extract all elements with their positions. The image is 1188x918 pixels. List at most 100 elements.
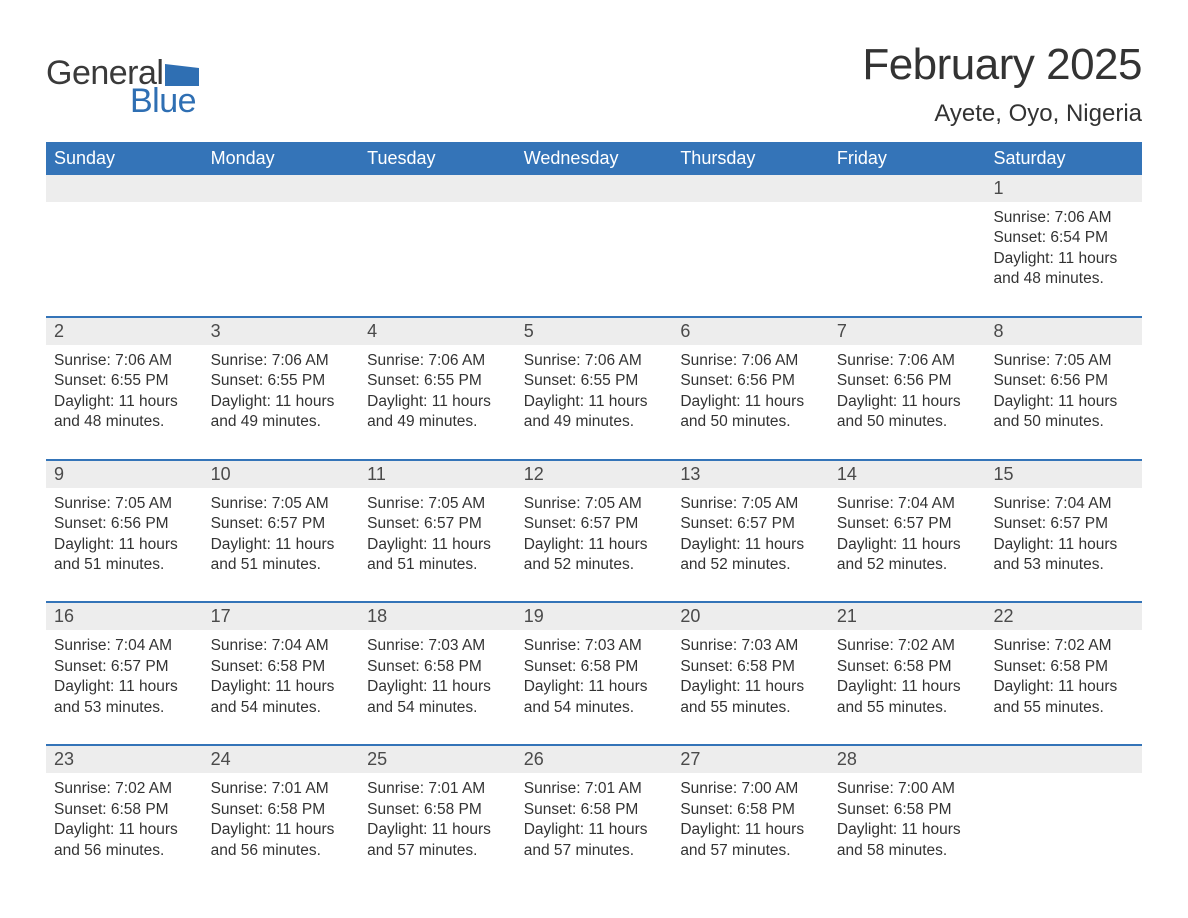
day-number: 18 bbox=[359, 603, 516, 630]
day-number: 13 bbox=[672, 461, 829, 488]
calendar-day bbox=[985, 746, 1142, 871]
day-details: Sunrise: 7:05 AMSunset: 6:57 PMDaylight:… bbox=[516, 488, 665, 576]
day-details: Sunrise: 7:00 AMSunset: 6:58 PMDaylight:… bbox=[672, 773, 821, 861]
day-number: 24 bbox=[203, 746, 360, 773]
calendar-day bbox=[203, 175, 360, 300]
day-number: 28 bbox=[829, 746, 986, 773]
day-number bbox=[672, 175, 829, 202]
day-details: Sunrise: 7:06 AMSunset: 6:55 PMDaylight:… bbox=[359, 345, 508, 433]
logo: General Blue bbox=[46, 40, 199, 118]
calendar-day: 12Sunrise: 7:05 AMSunset: 6:57 PMDayligh… bbox=[516, 461, 673, 586]
calendar-week: 2Sunrise: 7:06 AMSunset: 6:55 PMDaylight… bbox=[46, 316, 1142, 443]
calendar-day: 20Sunrise: 7:03 AMSunset: 6:58 PMDayligh… bbox=[672, 603, 829, 728]
calendar-day: 28Sunrise: 7:00 AMSunset: 6:58 PMDayligh… bbox=[829, 746, 986, 871]
calendar-day: 14Sunrise: 7:04 AMSunset: 6:57 PMDayligh… bbox=[829, 461, 986, 586]
calendar-week: 16Sunrise: 7:04 AMSunset: 6:57 PMDayligh… bbox=[46, 601, 1142, 728]
day-number: 25 bbox=[359, 746, 516, 773]
weeks-container: 1Sunrise: 7:06 AMSunset: 6:54 PMDaylight… bbox=[46, 175, 1142, 871]
dow-cell: Sunday bbox=[46, 142, 203, 175]
calendar-week: 1Sunrise: 7:06 AMSunset: 6:54 PMDaylight… bbox=[46, 175, 1142, 300]
day-number: 26 bbox=[516, 746, 673, 773]
day-number bbox=[516, 175, 673, 202]
month-title: February 2025 bbox=[862, 40, 1142, 90]
day-number: 17 bbox=[203, 603, 360, 630]
dow-cell: Monday bbox=[203, 142, 360, 175]
calendar-day: 15Sunrise: 7:04 AMSunset: 6:57 PMDayligh… bbox=[985, 461, 1142, 586]
day-number: 2 bbox=[46, 318, 203, 345]
day-details: Sunrise: 7:03 AMSunset: 6:58 PMDaylight:… bbox=[359, 630, 508, 718]
day-number: 4 bbox=[359, 318, 516, 345]
location-label: Ayete, Oyo, Nigeria bbox=[862, 100, 1142, 128]
page-header: General Blue February 2025 Ayete, Oyo, N… bbox=[46, 40, 1142, 128]
day-number: 9 bbox=[46, 461, 203, 488]
day-details: Sunrise: 7:02 AMSunset: 6:58 PMDaylight:… bbox=[985, 630, 1134, 718]
calendar-day: 6Sunrise: 7:06 AMSunset: 6:56 PMDaylight… bbox=[672, 318, 829, 443]
calendar-day bbox=[359, 175, 516, 300]
day-number bbox=[985, 746, 1142, 773]
calendar-day: 26Sunrise: 7:01 AMSunset: 6:58 PMDayligh… bbox=[516, 746, 673, 871]
day-number: 21 bbox=[829, 603, 986, 630]
day-details: Sunrise: 7:06 AMSunset: 6:55 PMDaylight:… bbox=[203, 345, 352, 433]
dow-cell: Saturday bbox=[985, 142, 1142, 175]
day-number bbox=[203, 175, 360, 202]
title-block: February 2025 Ayete, Oyo, Nigeria bbox=[862, 40, 1142, 128]
day-number: 22 bbox=[985, 603, 1142, 630]
calendar-day: 11Sunrise: 7:05 AMSunset: 6:57 PMDayligh… bbox=[359, 461, 516, 586]
day-number: 16 bbox=[46, 603, 203, 630]
day-details: Sunrise: 7:05 AMSunset: 6:57 PMDaylight:… bbox=[203, 488, 352, 576]
calendar-day: 5Sunrise: 7:06 AMSunset: 6:55 PMDaylight… bbox=[516, 318, 673, 443]
day-details: Sunrise: 7:04 AMSunset: 6:57 PMDaylight:… bbox=[829, 488, 978, 576]
day-number: 10 bbox=[203, 461, 360, 488]
calendar-page: General Blue February 2025 Ayete, Oyo, N… bbox=[0, 0, 1188, 901]
day-details: Sunrise: 7:00 AMSunset: 6:58 PMDaylight:… bbox=[829, 773, 978, 861]
calendar-day: 16Sunrise: 7:04 AMSunset: 6:57 PMDayligh… bbox=[46, 603, 203, 728]
dow-cell: Tuesday bbox=[359, 142, 516, 175]
calendar-day: 19Sunrise: 7:03 AMSunset: 6:58 PMDayligh… bbox=[516, 603, 673, 728]
day-number bbox=[829, 175, 986, 202]
day-number: 12 bbox=[516, 461, 673, 488]
day-number: 23 bbox=[46, 746, 203, 773]
day-details: Sunrise: 7:06 AMSunset: 6:55 PMDaylight:… bbox=[516, 345, 665, 433]
calendar-day: 3Sunrise: 7:06 AMSunset: 6:55 PMDaylight… bbox=[203, 318, 360, 443]
calendar-day: 24Sunrise: 7:01 AMSunset: 6:58 PMDayligh… bbox=[203, 746, 360, 871]
day-details: Sunrise: 7:05 AMSunset: 6:57 PMDaylight:… bbox=[672, 488, 821, 576]
day-number: 1 bbox=[985, 175, 1142, 202]
day-details: Sunrise: 7:01 AMSunset: 6:58 PMDaylight:… bbox=[359, 773, 508, 861]
calendar-day: 8Sunrise: 7:05 AMSunset: 6:56 PMDaylight… bbox=[985, 318, 1142, 443]
day-details: Sunrise: 7:06 AMSunset: 6:55 PMDaylight:… bbox=[46, 345, 195, 433]
day-details: Sunrise: 7:03 AMSunset: 6:58 PMDaylight:… bbox=[516, 630, 665, 718]
day-details: Sunrise: 7:04 AMSunset: 6:57 PMDaylight:… bbox=[46, 630, 195, 718]
calendar-day: 2Sunrise: 7:06 AMSunset: 6:55 PMDaylight… bbox=[46, 318, 203, 443]
day-number: 15 bbox=[985, 461, 1142, 488]
calendar-day: 22Sunrise: 7:02 AMSunset: 6:58 PMDayligh… bbox=[985, 603, 1142, 728]
dow-cell: Thursday bbox=[672, 142, 829, 175]
calendar-day: 7Sunrise: 7:06 AMSunset: 6:56 PMDaylight… bbox=[829, 318, 986, 443]
day-number: 14 bbox=[829, 461, 986, 488]
day-number: 20 bbox=[672, 603, 829, 630]
calendar-day: 9Sunrise: 7:05 AMSunset: 6:56 PMDaylight… bbox=[46, 461, 203, 586]
day-details: Sunrise: 7:04 AMSunset: 6:57 PMDaylight:… bbox=[985, 488, 1134, 576]
day-details: Sunrise: 7:04 AMSunset: 6:58 PMDaylight:… bbox=[203, 630, 352, 718]
calendar-day: 4Sunrise: 7:06 AMSunset: 6:55 PMDaylight… bbox=[359, 318, 516, 443]
dow-cell: Wednesday bbox=[516, 142, 673, 175]
day-details: Sunrise: 7:06 AMSunset: 6:56 PMDaylight:… bbox=[829, 345, 978, 433]
day-details: Sunrise: 7:05 AMSunset: 6:57 PMDaylight:… bbox=[359, 488, 508, 576]
day-details: Sunrise: 7:06 AMSunset: 6:56 PMDaylight:… bbox=[672, 345, 821, 433]
logo-word-2: Blue bbox=[130, 84, 199, 118]
day-details: Sunrise: 7:01 AMSunset: 6:58 PMDaylight:… bbox=[516, 773, 665, 861]
calendar-day: 1Sunrise: 7:06 AMSunset: 6:54 PMDaylight… bbox=[985, 175, 1142, 300]
day-number bbox=[359, 175, 516, 202]
day-number: 6 bbox=[672, 318, 829, 345]
calendar-day: 17Sunrise: 7:04 AMSunset: 6:58 PMDayligh… bbox=[203, 603, 360, 728]
day-number: 3 bbox=[203, 318, 360, 345]
day-details: Sunrise: 7:05 AMSunset: 6:56 PMDaylight:… bbox=[46, 488, 195, 576]
dow-cell: Friday bbox=[829, 142, 986, 175]
day-number: 11 bbox=[359, 461, 516, 488]
calendar-day: 23Sunrise: 7:02 AMSunset: 6:58 PMDayligh… bbox=[46, 746, 203, 871]
calendar-day: 10Sunrise: 7:05 AMSunset: 6:57 PMDayligh… bbox=[203, 461, 360, 586]
day-details: Sunrise: 7:05 AMSunset: 6:56 PMDaylight:… bbox=[985, 345, 1134, 433]
day-number: 8 bbox=[985, 318, 1142, 345]
calendar-day bbox=[46, 175, 203, 300]
calendar-day: 13Sunrise: 7:05 AMSunset: 6:57 PMDayligh… bbox=[672, 461, 829, 586]
day-number bbox=[46, 175, 203, 202]
